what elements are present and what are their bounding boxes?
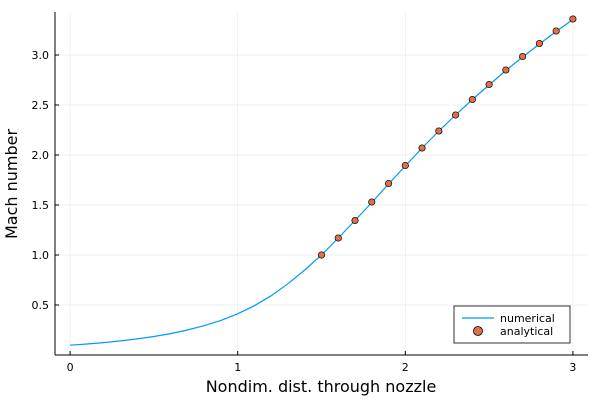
analytical-point: [519, 52, 527, 61]
analytical-point: [452, 111, 460, 119]
analytical-point: [435, 127, 443, 135]
legend: numerical analytical: [453, 305, 571, 344]
analytical-point: [317, 251, 326, 259]
analytical-point: [351, 216, 359, 225]
analytical-point: [368, 198, 376, 206]
analytical-point: [502, 66, 510, 74]
series: [70, 15, 577, 346]
legend-box: [453, 305, 571, 344]
y-axis-title: Mach number: [2, 129, 21, 240]
analytical-point: [401, 161, 409, 170]
analytical-point: [552, 27, 560, 35]
x-axis-title: Nondim. dist. through nozzle: [206, 377, 437, 396]
y-tick-label: 1.0: [32, 249, 50, 262]
legend-analytical-marker: [473, 326, 483, 336]
y-tick-label: 3.0: [32, 49, 50, 62]
tick-labels: 0 1 2 3 0.5 1.0 1.5 2.0 2.5 3.0: [32, 49, 577, 374]
axes: [54, 12, 588, 356]
analytical-point: [569, 15, 577, 23]
analytical-point: [334, 234, 342, 242]
legend-analytical-label: analytical: [500, 325, 553, 338]
numerical-series-line: [70, 19, 574, 346]
y-tick-label: 0.5: [32, 299, 50, 312]
analytical-point: [384, 179, 393, 188]
x-tick-label: 3: [569, 361, 576, 374]
analytical-point: [535, 39, 543, 48]
y-tick-label: 1.5: [32, 199, 50, 212]
y-tick-label: 2.0: [32, 149, 50, 162]
x-tick-label: 1: [234, 361, 241, 374]
x-tick-label: 2: [402, 361, 409, 374]
analytical-point: [485, 80, 493, 89]
grid: [55, 12, 588, 355]
analytical-point: [418, 144, 426, 152]
y-tick-label: 2.5: [32, 99, 50, 112]
legend-numerical-label: numerical: [500, 312, 555, 325]
x-tick-label: 0: [67, 361, 74, 374]
analytical-point: [468, 95, 476, 104]
